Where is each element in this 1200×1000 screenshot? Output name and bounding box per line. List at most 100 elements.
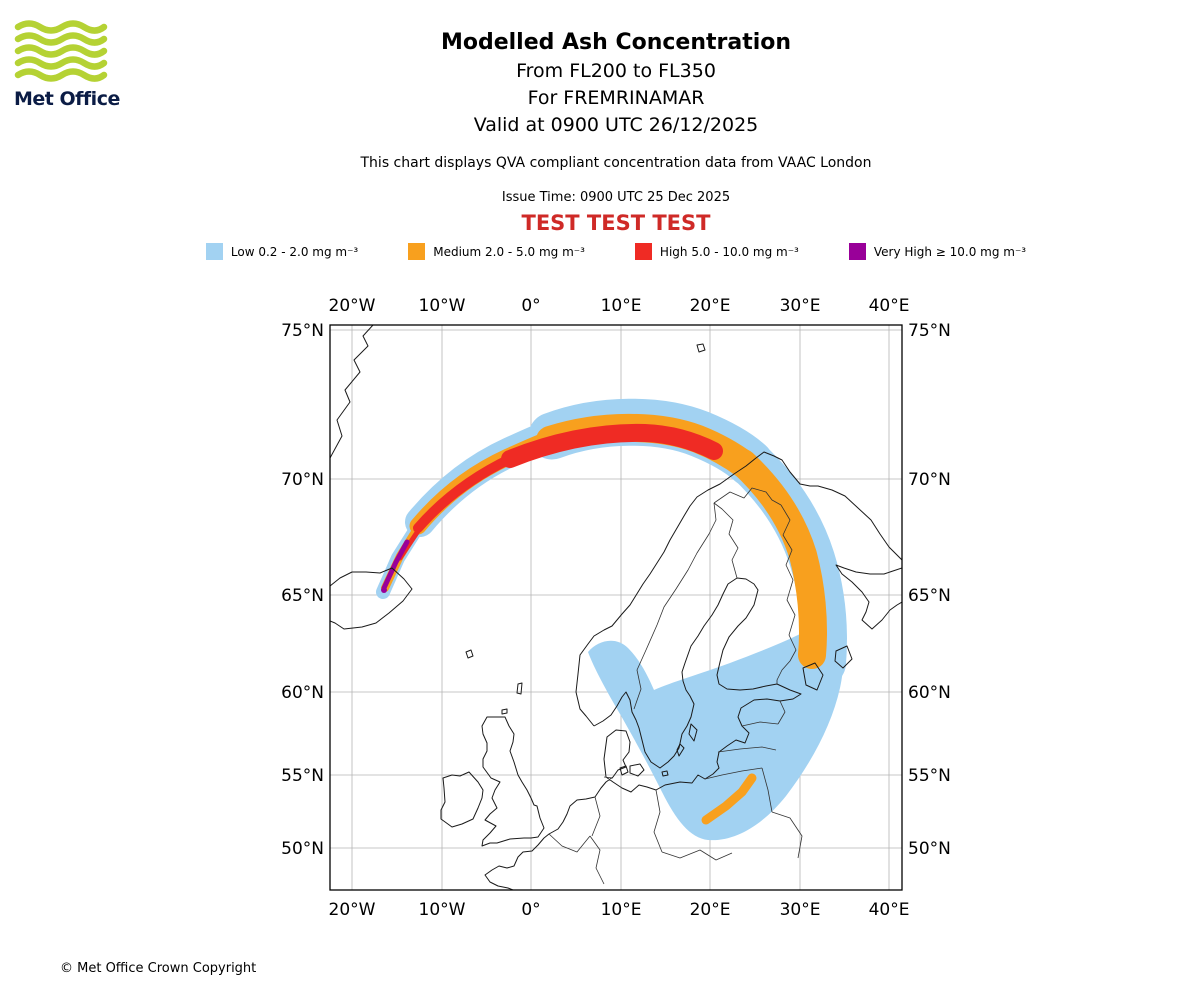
met-office-logo: Met Office (14, 18, 124, 110)
copyright-notice: © Met Office Crown Copyright (60, 961, 257, 976)
border-denmark-germany (603, 776, 614, 779)
ash-very-high-source-dot (381, 587, 387, 593)
border-latvia-lithuania (717, 746, 777, 753)
legend-swatch-very-high (848, 243, 866, 260)
legend-item-medium: Medium 2.0 - 5.0 mg m⁻³ (408, 243, 585, 260)
island-orkney (501, 708, 508, 715)
island-bornholm (661, 770, 669, 777)
lat-label-left: 70°N (281, 470, 324, 490)
lon-label-top: 20°W (329, 296, 376, 316)
legend: Low 0.2 - 2.0 mg m⁻³ Medium 2.0 - 5.0 mg… (32, 243, 1200, 260)
island-funen (619, 765, 629, 776)
page-title: Modelled Ash Concentration (440, 30, 792, 55)
issue-time: Issue Time: 0900 UTC 25 Dec 2025 (501, 190, 731, 205)
border-france-belgium (548, 833, 591, 853)
border-sweden-finland (713, 502, 739, 579)
border-norway-sweden (633, 502, 717, 710)
coastline-baltic-continent (484, 577, 802, 890)
ash-very-high-streak (381, 539, 410, 591)
logo-waves-icon (14, 20, 108, 82)
lake-ladoga (802, 662, 824, 691)
ash-plume (376, 398, 847, 841)
lon-label-bottom: 0° (521, 900, 540, 920)
lat-label-left: 65°N (281, 586, 324, 606)
lat-label-right: 50°N (908, 839, 951, 859)
lat-label-left: 55°N (281, 766, 324, 786)
lon-label-top: 30°E (780, 296, 821, 316)
legend-item-high: High 5.0 - 10.0 mg m⁻³ (634, 243, 799, 260)
lake-onega (834, 645, 853, 669)
ash-high-core (501, 423, 723, 468)
coastline-great-britain (481, 716, 545, 847)
legend-label-low: Low 0.2 - 2.0 mg m⁻³ (230, 244, 359, 259)
border-germany-netherlands (591, 796, 601, 837)
subtitle-volcano: For FREMRINAMAR (527, 87, 705, 109)
test-banner: TEST TEST TEST (521, 211, 711, 235)
subtitle-valid-time: Valid at 0900 UTC 26/12/2025 (473, 114, 759, 136)
coastline-iceland (330, 567, 413, 630)
lat-label-right: 65°N (908, 586, 951, 606)
map-frame (329, 324, 903, 891)
country-borders (548, 487, 803, 885)
lat-label-right: 70°N (908, 470, 951, 490)
border-czech-poland (661, 849, 733, 861)
ash-medium-descent (729, 449, 827, 669)
border-poland-belarus (761, 767, 773, 813)
lat-label-left: 75°N (281, 321, 324, 341)
ash-band-very-high (381, 539, 410, 593)
coastline-ireland (440, 771, 484, 828)
qva-compliance-note: This chart displays QVA compliant concen… (360, 155, 872, 171)
lat-label-left: 50°N (281, 839, 324, 859)
lon-label-bottom: 10°W (419, 900, 466, 920)
subtitle-flight-levels: From FL200 to FL350 (516, 60, 716, 82)
border-belarus-ukraine (771, 811, 803, 859)
lon-label-bottom: 30°E (780, 900, 821, 920)
lon-label-top: 10°E (601, 296, 642, 316)
coastline-greenland (330, 325, 374, 459)
lon-label-top: 0° (521, 296, 540, 316)
legend-label-high: High 5.0 - 10.0 mg m⁻³ (659, 244, 799, 259)
border-finland-russia (776, 504, 797, 684)
border-estonia-russia (777, 700, 786, 725)
coastline-norway-kola (575, 451, 902, 727)
legend-swatch-medium (408, 243, 426, 260)
island-shetland (516, 682, 523, 695)
legend-item-very-high: Very High ≥ 10.0 mg m⁻³ (848, 243, 1027, 260)
lon-label-bottom: 40°E (869, 900, 910, 920)
lon-label-bottom: 10°E (601, 900, 642, 920)
lon-label-bottom: 20°W (329, 900, 376, 920)
grid-lines (330, 325, 902, 890)
lon-label-top: 10°W (419, 296, 466, 316)
legend-swatch-high (634, 243, 652, 260)
lon-label-top: 40°E (869, 296, 910, 316)
border-estonia-latvia (741, 721, 779, 727)
island-faroe (465, 649, 474, 659)
coastline-white-sea (835, 564, 902, 630)
legend-item-low: Low 0.2 - 2.0 mg m⁻³ (205, 243, 359, 260)
lat-label-right: 55°N (908, 766, 951, 786)
lat-label-right: 75°N (908, 321, 951, 341)
axis-labels: 20°W 10°W 0° 10°E 20°E 30°E 40°E 20°W 10… (281, 296, 951, 920)
lat-label-right: 60°N (908, 683, 951, 703)
header: Modelled Ash Concentration From FL200 to… (32, 28, 1200, 235)
legend-label-very-high: Very High ≥ 10.0 mg m⁻³ (873, 244, 1027, 259)
legend-swatch-low (205, 243, 223, 260)
border-france-germany (589, 835, 605, 885)
border-germany-poland (653, 789, 663, 853)
ash-medium-baltic-streak (701, 773, 757, 825)
island-oland (676, 743, 685, 757)
island-gotland (688, 723, 698, 742)
lon-label-top: 20°E (690, 296, 731, 316)
lat-label-left: 60°N (281, 683, 324, 703)
border-lithuania-poland (704, 767, 763, 780)
island-bear-island (696, 343, 706, 353)
border-norway-finland (713, 487, 782, 506)
coastlines (330, 325, 902, 890)
logo-wordmark: Met Office (14, 88, 120, 110)
legend-label-medium: Medium 2.0 - 5.0 mg m⁻³ (433, 244, 585, 259)
ash-high-rise (413, 453, 517, 533)
island-zealand (629, 763, 645, 777)
lon-label-bottom: 20°E (690, 900, 731, 920)
